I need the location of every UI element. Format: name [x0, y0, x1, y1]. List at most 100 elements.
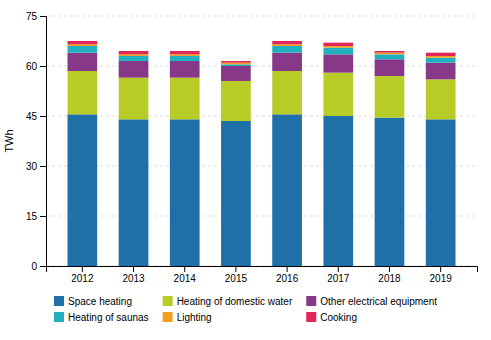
- bar: [119, 54, 149, 56]
- bar: [119, 56, 149, 61]
- bar: [67, 41, 97, 44]
- tick-mark: [40, 216, 46, 217]
- legend-item: Cooking: [306, 312, 357, 323]
- bar-series: [67, 114, 455, 266]
- bar-series: [67, 41, 455, 63]
- legend-swatch: [163, 312, 173, 322]
- bar: [221, 64, 251, 66]
- legend-swatch: [54, 296, 64, 306]
- bar: [272, 44, 302, 46]
- tick-mark: [184, 266, 185, 272]
- tick-mark: [338, 266, 339, 272]
- tick-mark: [40, 166, 46, 167]
- chart: 2012 2013 2014 2015 2016 2017 2018 2019 0 15 30 45 6…: [0, 0, 491, 340]
- x-tick: 2019: [430, 266, 453, 284]
- x-tick: 2015: [225, 266, 248, 284]
- tick-label: 2016: [276, 273, 299, 284]
- legend-item: Space heating: [54, 296, 132, 307]
- tick-label: 2017: [327, 273, 350, 284]
- tick-label: 2018: [378, 273, 401, 284]
- tick-label: 45: [26, 111, 38, 122]
- bar: [170, 78, 200, 120]
- grid-line: [46, 216, 477, 217]
- chart-container: 2012 2013 2014 2015 2016 2017 2018 2019 0 15 30 45 6…: [0, 0, 491, 340]
- tick-mark: [440, 266, 441, 272]
- y-axis: 0 15 30 45 60 75: [26, 11, 47, 272]
- x-tick: 2014: [174, 266, 197, 284]
- bar-series: [67, 71, 455, 121]
- bar: [375, 59, 405, 76]
- tick-label: 75: [26, 11, 38, 22]
- legend-item: Lighting: [163, 312, 212, 323]
- legend-item: Heating of domestic water: [163, 296, 293, 307]
- x-tick: 2012: [71, 266, 94, 284]
- grid: [46, 16, 477, 266]
- legend-item: Heating of saunas: [54, 312, 149, 323]
- y-tick: 75: [26, 11, 46, 22]
- bar: [67, 46, 97, 53]
- bar: [67, 114, 97, 266]
- tick-label: 2013: [122, 273, 145, 284]
- legend-label: Heating of saunas: [68, 312, 149, 323]
- legend-swatch: [306, 296, 316, 306]
- bar: [272, 41, 302, 44]
- bar: [272, 114, 302, 266]
- bar: [221, 81, 251, 121]
- bar: [426, 53, 456, 56]
- bar: [170, 56, 200, 61]
- bar: [67, 71, 97, 114]
- bar: [221, 61, 251, 63]
- tick-mark: [40, 66, 46, 67]
- tick-mark: [40, 116, 46, 117]
- legend-label: Space heating: [68, 296, 132, 307]
- bar: [375, 54, 405, 59]
- bars: [67, 41, 455, 266]
- bar: [323, 43, 353, 46]
- legend-label: Cooking: [320, 312, 357, 323]
- tick-label: 2014: [174, 273, 197, 284]
- bar: [272, 71, 302, 114]
- bar: [426, 119, 456, 266]
- grid-line: [46, 16, 477, 17]
- y-tick: 30: [26, 161, 46, 172]
- bar: [170, 54, 200, 56]
- y-axis-title: TWh: [3, 129, 15, 152]
- x-axis: 2012 2013 2014 2015 2016 2017 2018 2019: [47, 266, 478, 284]
- bar: [323, 116, 353, 266]
- tick-label: 2015: [225, 273, 248, 284]
- grid-line: [46, 116, 477, 117]
- tick-label: 2012: [71, 273, 94, 284]
- bar: [375, 51, 405, 53]
- bar: [272, 46, 302, 53]
- tick-mark: [235, 266, 236, 272]
- legend-swatch: [163, 296, 173, 306]
- bar: [375, 76, 405, 118]
- bar: [323, 73, 353, 116]
- bar: [375, 53, 405, 55]
- bar-series: [67, 44, 455, 64]
- bar: [426, 79, 456, 119]
- y-tick: 15: [26, 211, 46, 222]
- tick-mark: [287, 266, 288, 272]
- tick-label: 0: [31, 261, 37, 272]
- bar: [426, 63, 456, 80]
- x-tick: 2016: [276, 266, 299, 284]
- legend: Space heating Heating of domestic water Ot…: [54, 296, 437, 323]
- bar: [67, 53, 97, 71]
- grid-line: [46, 66, 477, 67]
- tick-label: 15: [26, 211, 38, 222]
- x-tick: 2018: [378, 266, 401, 284]
- bar: [323, 54, 353, 72]
- tick-label: 60: [26, 61, 38, 72]
- y-tick: 45: [26, 111, 46, 122]
- bar-series: [67, 53, 455, 81]
- bar: [323, 48, 353, 55]
- bar: [426, 56, 456, 58]
- bar: [119, 51, 149, 54]
- bar: [426, 58, 456, 63]
- legend-item: Other electrical equipment: [306, 296, 437, 307]
- bar: [170, 51, 200, 54]
- bar-series: [67, 46, 455, 66]
- legend-label: Lighting: [177, 312, 212, 323]
- tick-mark: [40, 266, 46, 267]
